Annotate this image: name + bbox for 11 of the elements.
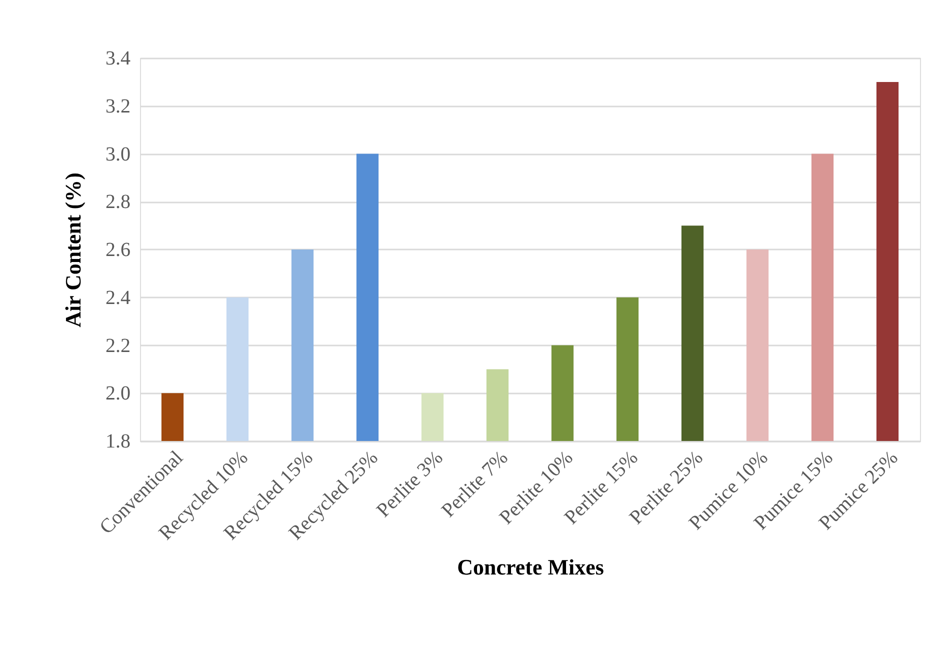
x-axis-title: Concrete Mixes — [457, 554, 604, 580]
y-tick-label: 1.8 — [106, 430, 130, 452]
y-tick-label: 3.4 — [106, 48, 130, 70]
y-tick-label: 2.4 — [106, 286, 130, 309]
y-axis-title: Air Content (%) — [60, 172, 86, 328]
y-tick-label: 2.6 — [106, 239, 130, 261]
y-tick-label: 3.0 — [106, 143, 130, 166]
y-tick-label: 2.8 — [106, 191, 130, 214]
y-tick-label: 2.2 — [106, 334, 130, 357]
y-tick-label: 3.2 — [106, 95, 130, 118]
y-tick-label: 2.0 — [106, 382, 130, 405]
